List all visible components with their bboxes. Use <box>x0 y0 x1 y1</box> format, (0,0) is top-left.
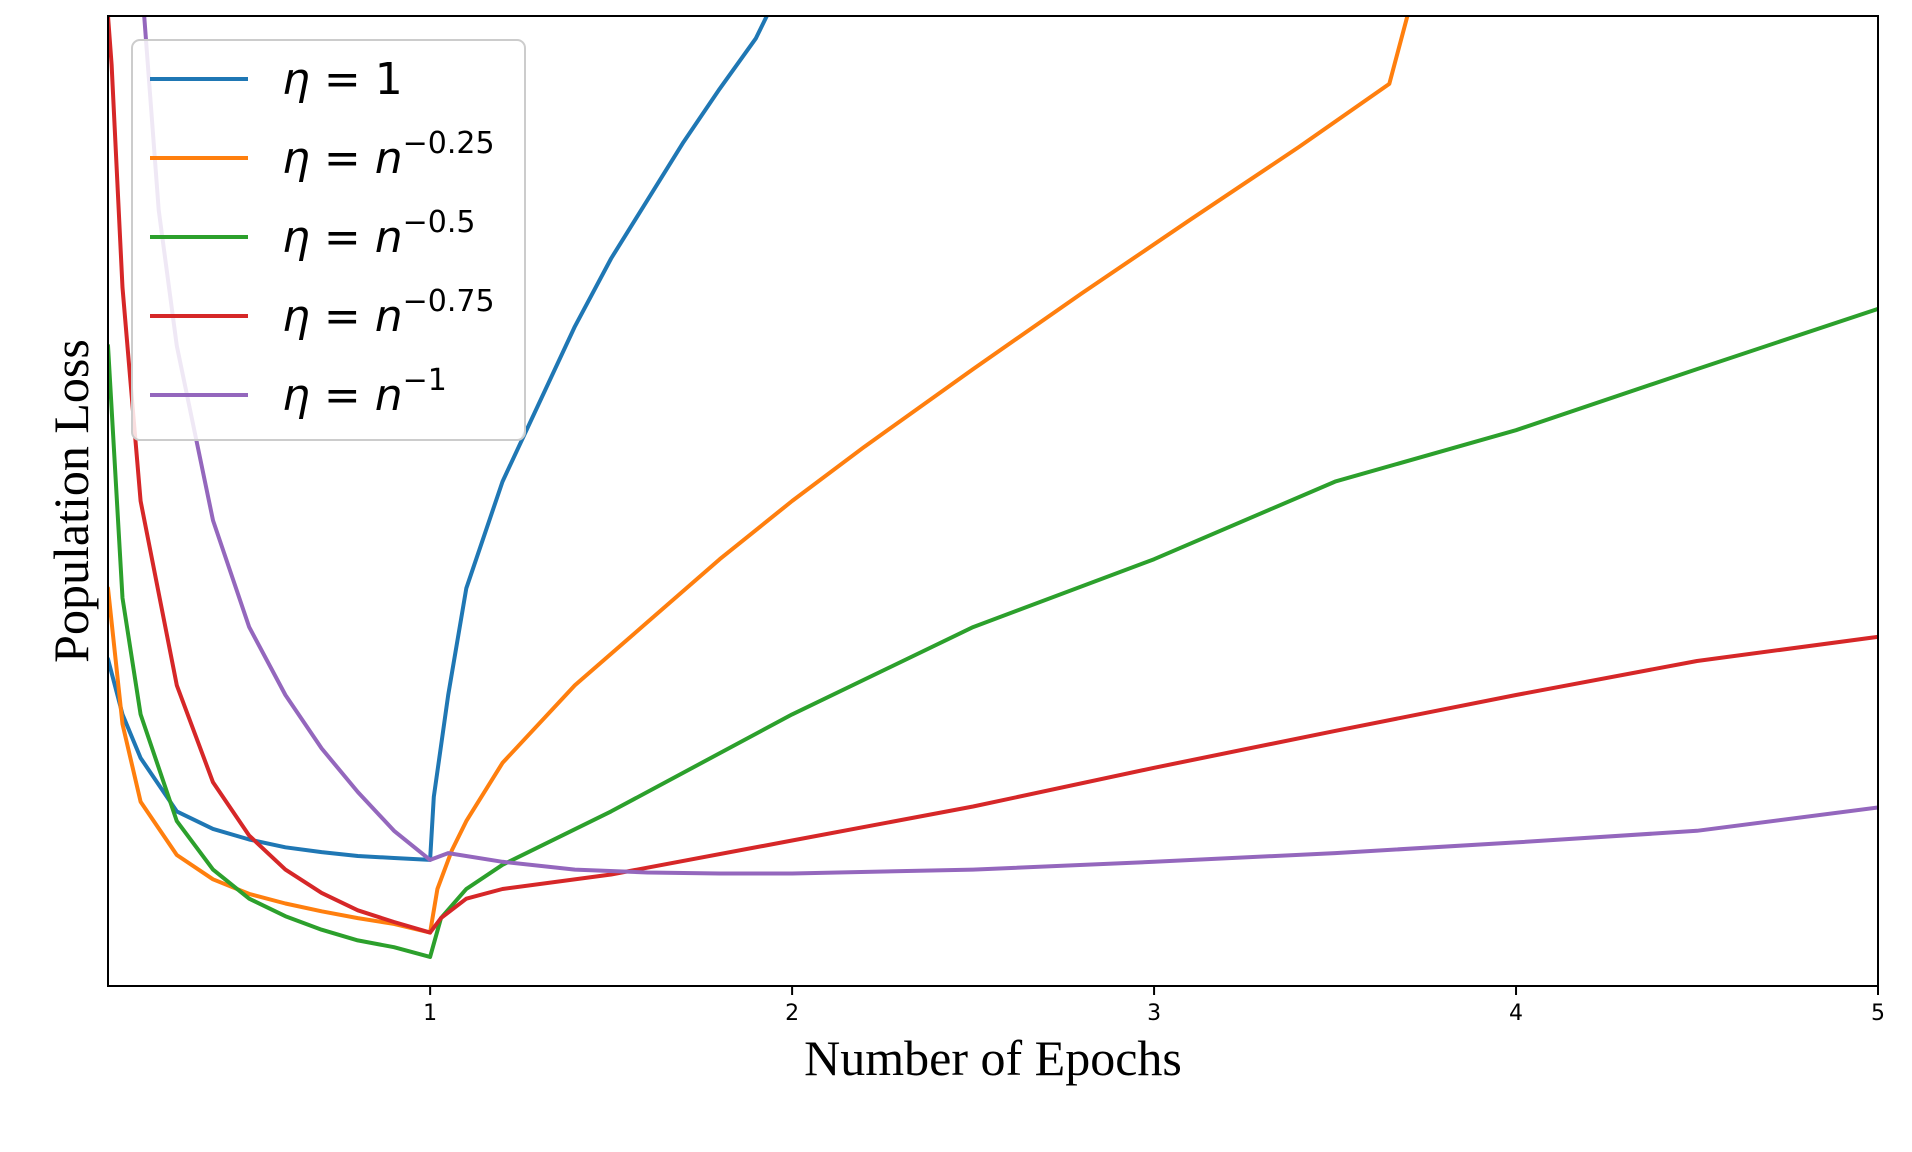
legend-label: η = n−1 <box>282 363 447 421</box>
legend-items: η = 1 η = n−0.25 η = n−0.5 η = n−0.75 η = n−… <box>150 54 495 421</box>
x-tick-label: 2 <box>785 1001 799 1026</box>
series-line-4 <box>142 16 1878 876</box>
legend-label: η = n−0.25 <box>282 126 495 184</box>
x-tick-label: 3 <box>1147 1001 1161 1026</box>
legend-label: η = 1 <box>282 54 403 105</box>
series-line-1 <box>108 16 1410 935</box>
series-layer <box>108 16 1878 959</box>
x-axis-ticks: 1 2 3 4 5 <box>423 986 1885 1026</box>
x-tick-label: 5 <box>1871 1001 1885 1026</box>
x-axis-label: Number of Epochs <box>804 1030 1182 1086</box>
y-axis-label: Population Loss <box>43 339 99 663</box>
legend-label: η = n−0.75 <box>282 284 495 342</box>
plot-frame <box>107 15 1879 987</box>
legend-box <box>131 39 526 441</box>
series-line-2 <box>108 306 1878 959</box>
series-line-0 <box>108 16 769 862</box>
legend: η = 1 η = n−0.25 η = n−0.5 η = n−0.75 η = n−… <box>131 39 526 441</box>
series-line-3 <box>108 16 1878 935</box>
x-tick-label: 4 <box>1509 1001 1523 1026</box>
x-tick-label: 1 <box>423 1001 437 1026</box>
legend-label: η = n−0.5 <box>282 205 475 263</box>
